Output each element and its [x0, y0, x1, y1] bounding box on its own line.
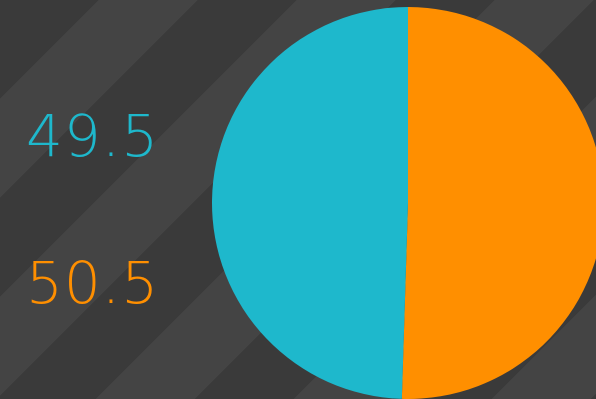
pie-slice-orange	[401, 7, 596, 399]
pie-slice-cyan	[211, 7, 408, 399]
slice-value-label-orange: 50.5	[26, 249, 160, 317]
slice-value-label-cyan: 49.5	[26, 102, 160, 170]
